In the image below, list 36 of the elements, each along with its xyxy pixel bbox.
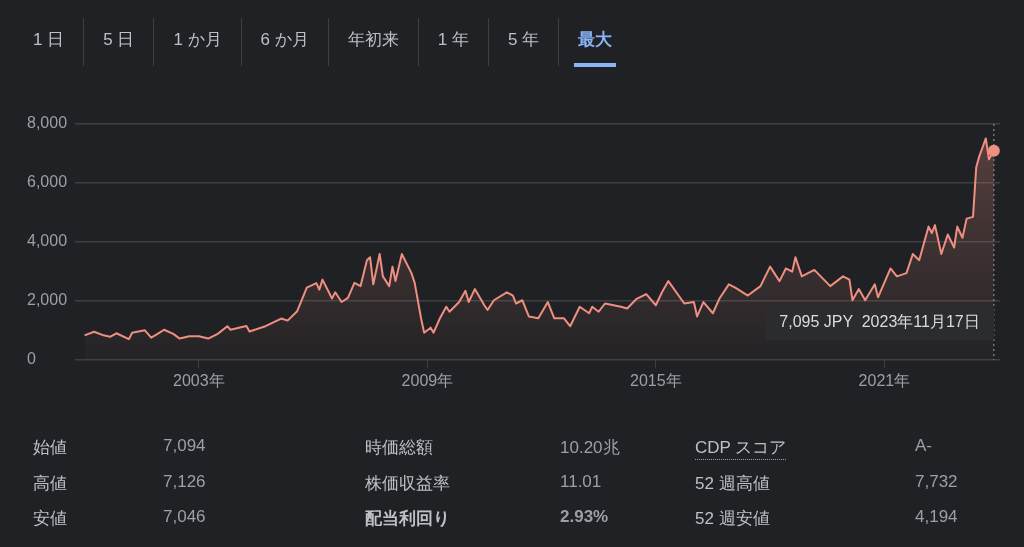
annotation: 7,095 JPY 2023年11月17日 — [779, 313, 980, 331]
text: A- — [915, 436, 933, 457]
text: 7,126 — [163, 472, 207, 493]
text: 1 年 — [437, 30, 469, 49]
y-tick-label: 8,000 — [27, 114, 68, 132]
text: 時価総額 — [365, 437, 434, 459]
text: 2.93% — [560, 507, 610, 528]
x-tick-label: 2009年 — [401, 371, 454, 389]
text: 配当利回り — [365, 508, 451, 530]
text: 7,094 — [163, 436, 207, 457]
text: 52 週安値 — [695, 508, 771, 530]
text: 高値 — [33, 473, 68, 495]
text: 7,732 — [915, 472, 959, 493]
text: 年初来 — [347, 30, 399, 49]
text: CDP スコア — [695, 436, 787, 460]
text: 52 週高値 — [695, 473, 771, 495]
text: 6 か月 — [260, 30, 309, 49]
text: 1 か月 — [173, 30, 222, 49]
y-tick-label: 6,000 — [27, 173, 68, 191]
text: 1 日 — [33, 30, 65, 49]
x-tick-label: 2003年 — [173, 371, 225, 389]
y-tick-label: 0 — [27, 350, 36, 368]
x-tick-label: 2021年 — [858, 371, 911, 389]
text: 始値 — [33, 437, 68, 459]
text: 7,046 — [163, 507, 207, 528]
text: 11.01 — [560, 472, 603, 493]
y-tick-label: 2,000 — [27, 291, 68, 309]
x-tick-label: 2015年 — [630, 371, 682, 389]
text: 5 日 — [103, 30, 135, 49]
text: 安値 — [33, 508, 68, 530]
text: 5 年 — [507, 30, 540, 49]
text: 株価収益率 — [365, 473, 451, 495]
text: 4,194 — [915, 507, 959, 528]
text: 10.20兆 — [560, 437, 621, 459]
text: 最大 — [574, 28, 617, 67]
y-tick-label: 4,000 — [27, 232, 68, 250]
